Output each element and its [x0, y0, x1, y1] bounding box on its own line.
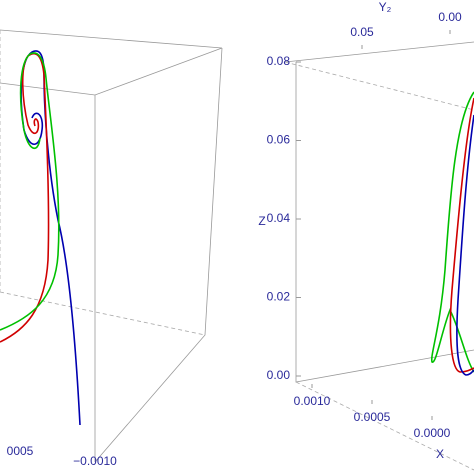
right-curves [430, 91, 474, 376]
labels: Z Y₂ X [258, 0, 444, 461]
x-tick-label: 0.0000 [414, 426, 451, 440]
left-curves [0, 50, 81, 426]
y-tick-label: 0.05 [350, 25, 374, 39]
x-tick-label: 0.0010 [294, 394, 331, 408]
z-tick-label: 0.00 [267, 368, 291, 382]
y-axis-label: Y₂ [379, 0, 392, 14]
x-tick-label: 0005 [7, 444, 34, 458]
x-axis-label: X [436, 447, 444, 461]
z-tick-label: 0.04 [267, 211, 291, 225]
x-tick-label: 0.0005 [354, 410, 391, 424]
x-tick-label: −0.0010 [73, 454, 117, 468]
z-axis-label: Z [258, 214, 265, 228]
right-box [284, 41, 474, 471]
z-tick-label: 0.06 [267, 133, 291, 147]
z-tick-label: 0.02 [267, 290, 291, 304]
y-tick-label: 0.00 [438, 10, 462, 24]
z-tick-label: 0.08 [267, 54, 291, 68]
left-box [0, 29, 223, 463]
